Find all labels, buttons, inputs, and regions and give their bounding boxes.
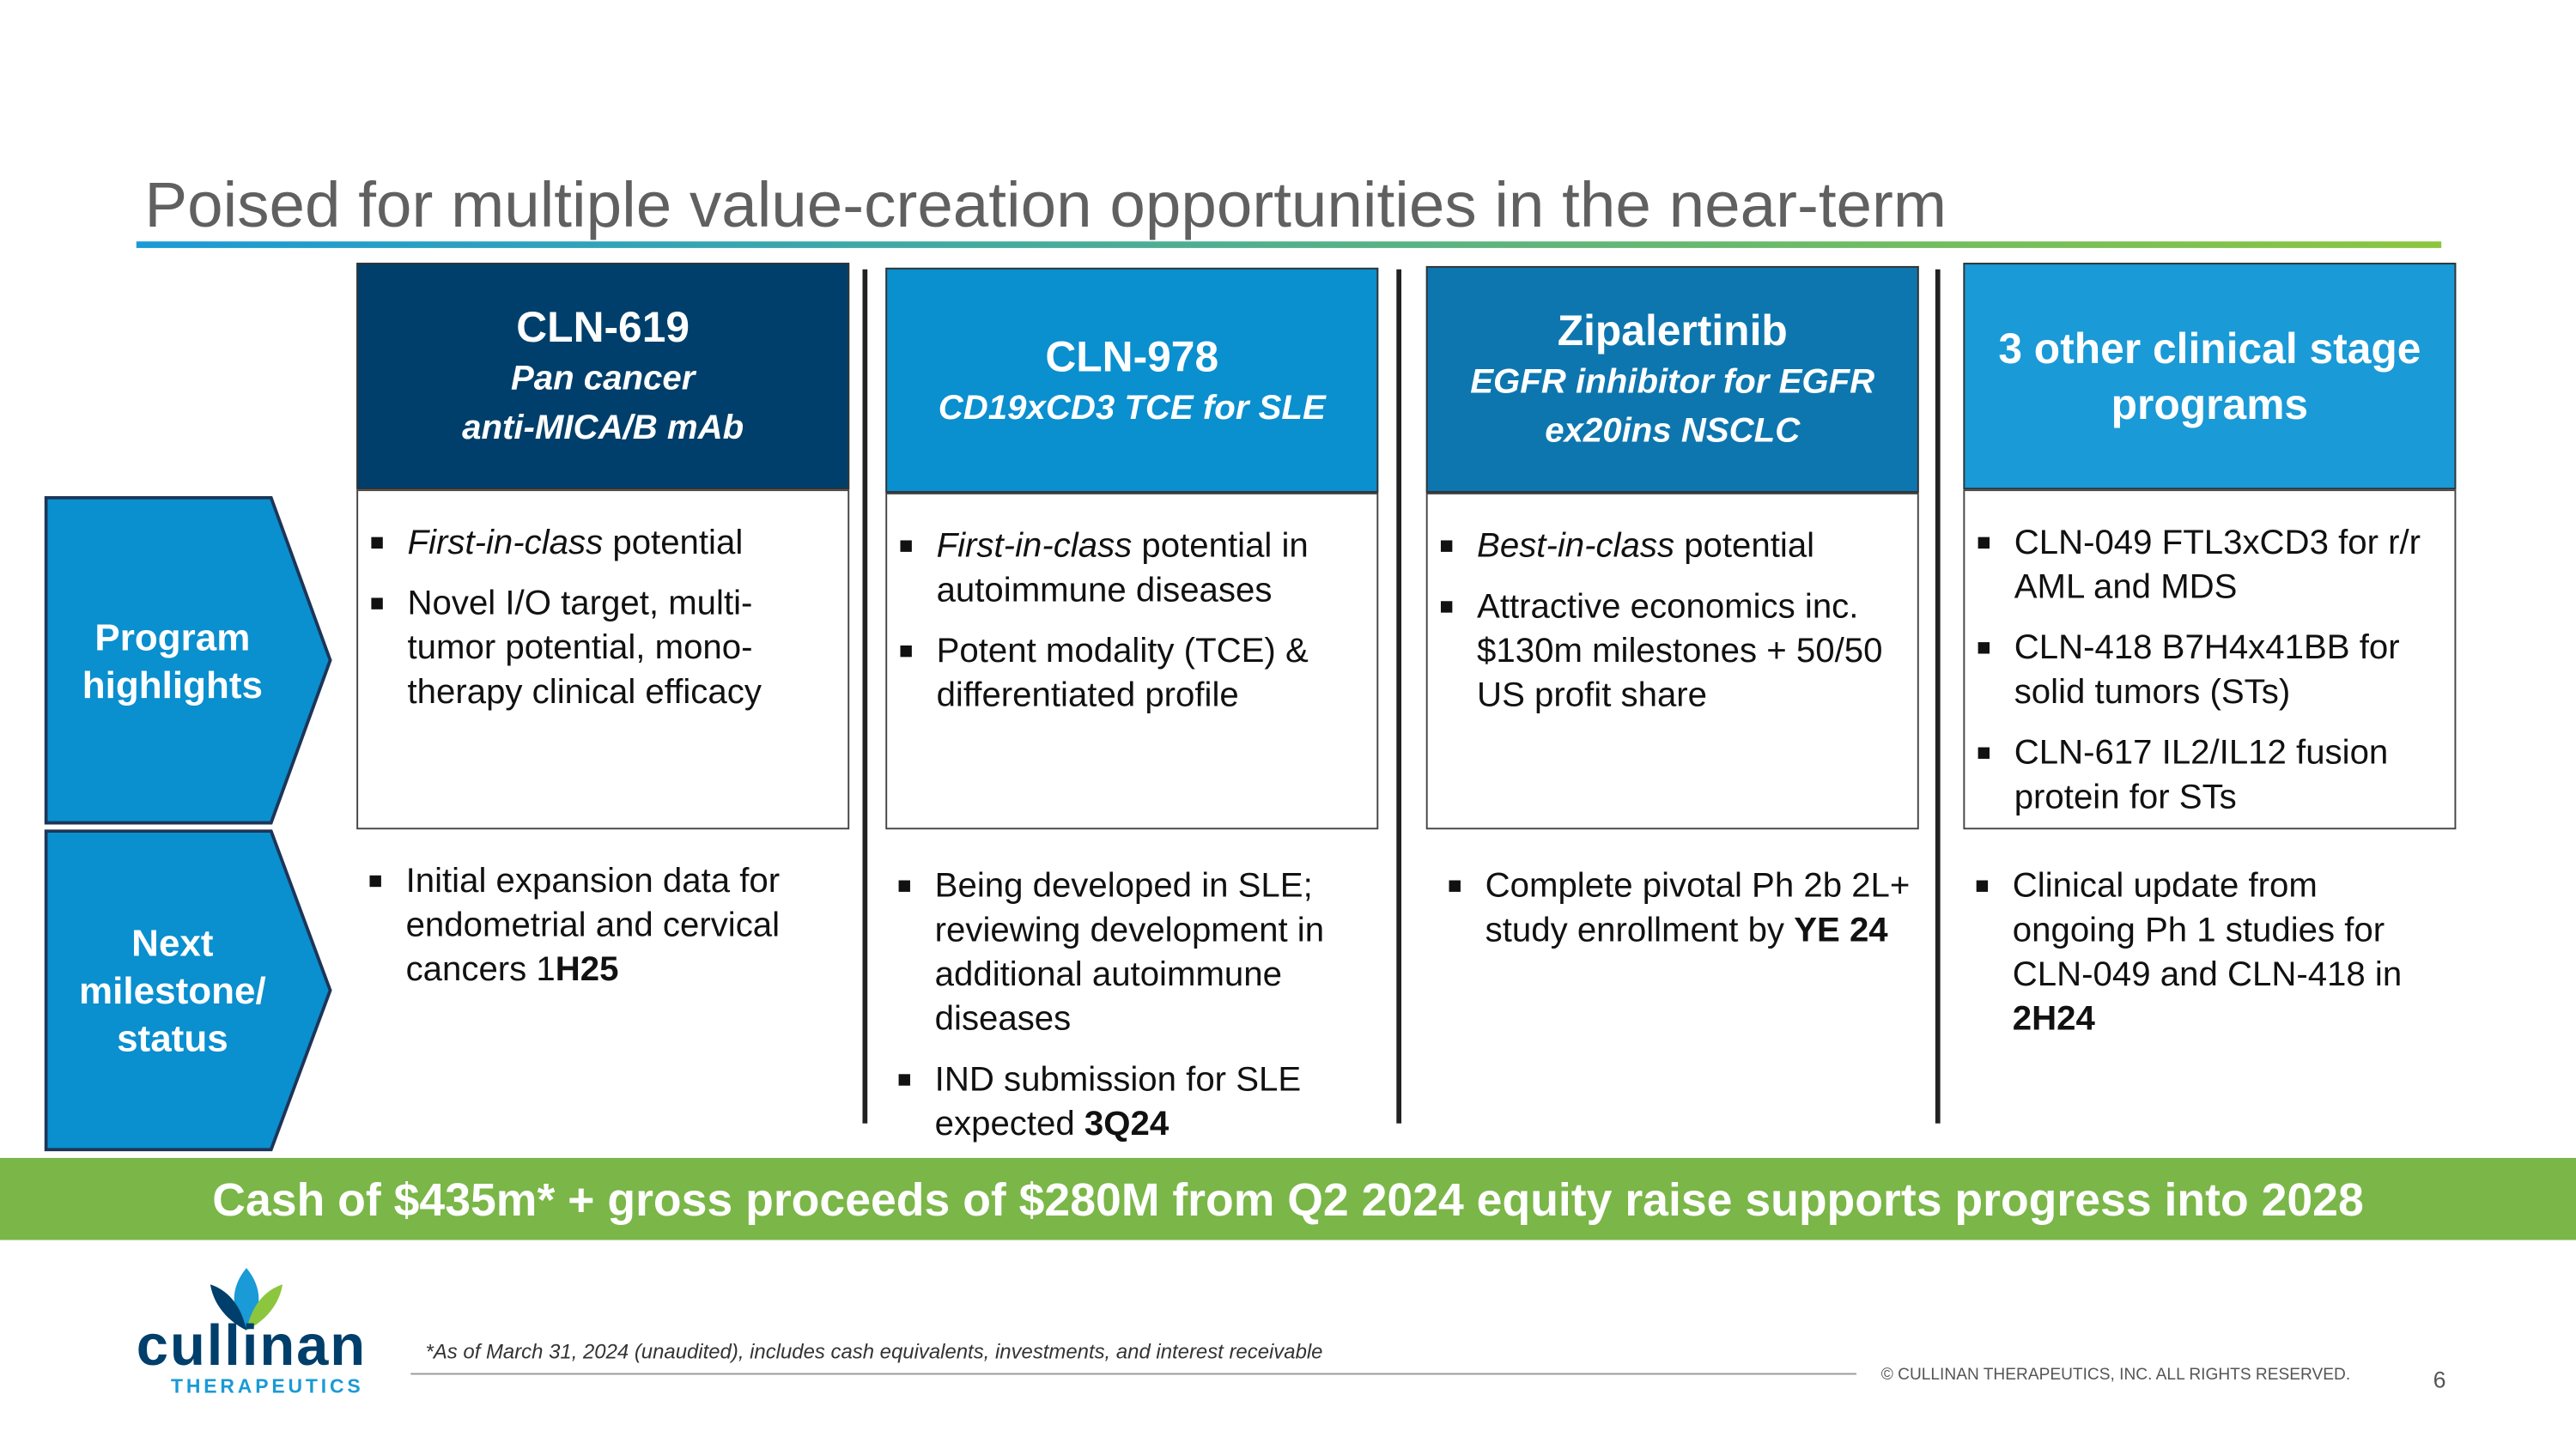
text-run: Being developed in SLE; reviewing develo… (934, 867, 1325, 1039)
bullet-item: First-in-class potential in autoimmune d… (900, 524, 1364, 612)
row-label: Next milestone/ status (44, 829, 334, 1152)
program-name: CLN-978 (1045, 330, 1219, 380)
logo-subtext: THERAPEUTICS (170, 1374, 364, 1398)
copyright: © CULLINAN THERAPEUTICS, INC. ALL RIGHTS… (1880, 1366, 2351, 1385)
column-header: CLN-978 CD19xCD3 TCE for SLE (885, 267, 1379, 493)
bullet-item: CLN-418 B7H4x41BB for solid tumors (STs) (1978, 626, 2441, 714)
logo-mark (197, 1264, 296, 1342)
bullet-item: Being developed in SLE; reviewing develo… (898, 864, 1365, 1041)
column-header: CLN-619 Pan cancer anti-MICA/B mAb (356, 263, 850, 490)
footer-rule (410, 1373, 1857, 1375)
bullet-item: Attractive economics inc. $130m mileston… (1440, 585, 1904, 718)
text-run: Initial expansion data for endometrial a… (405, 862, 781, 989)
column-header: Zipalertinib EGFR inhibitor for EGFR ex20i… (1425, 265, 1919, 493)
bullet-item: Best-in-class potential (1440, 524, 1904, 568)
text-run: CLN-049 FTL3xCD3 for r/r AML and MDS (2014, 524, 2421, 607)
bullet-list: First-in-class potential in autoimmune d… (887, 524, 1376, 718)
bullet-item: CLN-617 IL2/IL12 fusion protein for STs (1978, 731, 2441, 819)
bullet-item: Novel I/O target, multi-tumor potential,… (371, 581, 834, 714)
text-run: IND submission for SLE expected (934, 1060, 1302, 1143)
text-run: potential in autoimmune diseases (936, 527, 1309, 609)
slide-title: Poised for multiple value-creation oppor… (144, 170, 1947, 242)
bullet-list: CLN-049 FTL3xCD3 for r/r AML and MDS CLN-… (1965, 521, 2454, 820)
bullet-item: CLN-049 FTL3xCD3 for r/r AML and MDS (1978, 521, 2441, 609)
banner: Cash of $435m* + gross proceeds of $280M… (0, 1157, 2576, 1240)
milestones: Clinical update from ongoing Ph 1 studie… (1963, 864, 2456, 1058)
text-run: potential (603, 524, 744, 562)
bullet-list: Clinical update from ongoing Ph 1 studie… (1963, 864, 2456, 1041)
text-run: CLN-418 B7H4x41BB for solid tumors (STs) (2014, 628, 2400, 712)
program-subtitle: EGFR inhibitor for EGFR (1470, 362, 1875, 401)
program-subtitle: CD19xCD3 TCE for SLE (938, 388, 1326, 427)
program-subtitle: anti-MICA/B mAb (462, 409, 744, 447)
bullet-item: First-in-class potential (371, 521, 834, 566)
bullet-item: IND submission for SLE expected 3Q24 (898, 1058, 1365, 1146)
chevron (44, 829, 332, 1152)
program-subtitle: ex20ins NSCLC (1545, 412, 1801, 451)
text-run: Complete pivotal Ph 2b 2L+ study enrollm… (1485, 867, 1911, 949)
text-run: Potent modality (TCE) & differentiated p… (936, 632, 1309, 715)
text-run: Clinical update from ongoing Ph 1 studie… (2012, 867, 2403, 994)
bullet-item: Initial expansion data for endometrial a… (369, 859, 836, 992)
bullet-item: Complete pivotal Ph 2b 2L+ study enrollm… (1449, 864, 1916, 952)
milestones: Being developed in SLE; reviewing develo… (885, 864, 1378, 1162)
text-run: H25 (555, 950, 619, 989)
divider (1935, 269, 1941, 1124)
page-number: 6 (2433, 1366, 2446, 1393)
text-run: YE 24 (1794, 911, 1888, 949)
program-name: CLN-619 (516, 302, 690, 352)
bullet-item: Clinical update from ongoing Ph 1 studie… (1976, 864, 2443, 1041)
column-header: 3 other clinical stage programs (1963, 263, 2457, 490)
bullet-item: Potent modality (TCE) & differentiated p… (900, 629, 1364, 718)
text-run: First-in-class (407, 524, 604, 562)
highlights-box: First-in-class potential in autoimmune d… (885, 492, 1379, 830)
bullet-list: Being developed in SLE; reviewing develo… (885, 864, 1378, 1146)
text-run: 2H24 (2012, 1000, 2095, 1039)
text-run: 3Q24 (1084, 1105, 1170, 1143)
logo-text: cullinan (136, 1313, 368, 1379)
divider (862, 269, 868, 1124)
bullet-list: Initial expansion data for endometrial a… (356, 859, 849, 992)
footnote: *As of March 31, 2024 (unaudited), inclu… (425, 1340, 1323, 1364)
bullet-list: First-in-class potential Novel I/O target… (358, 521, 848, 715)
text-run: Best-in-class (1477, 527, 1675, 566)
highlights-box: First-in-class potential Novel I/O target… (356, 489, 850, 830)
text-run: potential (1674, 527, 1815, 566)
text-run: CLN-617 IL2/IL12 fusion protein for STs (2014, 734, 2389, 816)
highlights-box: Best-in-class potential Attractive econom… (1425, 492, 1919, 830)
program-subtitle: Pan cancer (510, 360, 696, 398)
chevron (44, 495, 332, 825)
row-label-text: Program highlights (82, 615, 264, 706)
row-label-text: Next milestone/ status (79, 921, 266, 1060)
milestones: Initial expansion data for endometrial a… (356, 859, 849, 1009)
milestones: Complete pivotal Ph 2b 2L+ study enrollm… (1436, 864, 1929, 968)
highlights-box: CLN-049 FTL3xCD3 for r/r AML and MDS CLN-… (1963, 489, 2457, 830)
logo-icon (210, 1268, 283, 1331)
divider (1396, 269, 1402, 1124)
text-run: Attractive economics inc. $130m mileston… (1477, 587, 1883, 715)
row-label: Program highlights (44, 495, 334, 825)
text-run: Novel I/O target, multi-tumor potential,… (407, 585, 762, 712)
text-run: First-in-class (936, 527, 1133, 566)
bullet-list: Best-in-class potential Attractive econom… (1428, 524, 1917, 718)
program-name: 3 other clinical stage programs (1998, 323, 2421, 429)
title-rule (136, 241, 2442, 248)
bullet-list: Complete pivotal Ph 2b 2L+ study enrollm… (1436, 864, 1929, 952)
program-name: Zipalertinib (1557, 305, 1788, 355)
